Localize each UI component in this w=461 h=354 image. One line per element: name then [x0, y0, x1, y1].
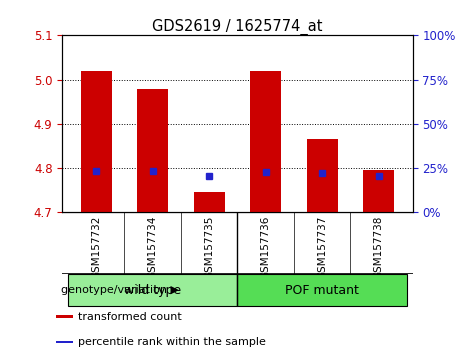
Text: genotype/variation ▶: genotype/variation ▶	[61, 285, 179, 295]
Text: GSM157738: GSM157738	[374, 216, 384, 279]
Text: POF mutant: POF mutant	[285, 284, 359, 297]
Text: GSM157734: GSM157734	[148, 216, 158, 279]
Text: percentile rank within the sample: percentile rank within the sample	[77, 337, 266, 347]
Bar	[194, 193, 225, 212]
FancyBboxPatch shape	[68, 274, 237, 306]
Bar	[250, 71, 281, 212]
Text: transformed count: transformed count	[77, 312, 181, 322]
Text: GSM157737: GSM157737	[317, 216, 327, 279]
Text: wild type: wild type	[124, 284, 181, 297]
Text: GSM157735: GSM157735	[204, 216, 214, 279]
Title: GDS2619 / 1625774_at: GDS2619 / 1625774_at	[152, 19, 323, 35]
Text: GSM157736: GSM157736	[260, 216, 271, 279]
Text: GSM157732: GSM157732	[91, 216, 101, 279]
Bar	[137, 88, 168, 212]
Bar	[56, 341, 73, 343]
Bar	[56, 315, 73, 318]
Bar	[81, 71, 112, 212]
Bar	[363, 170, 394, 212]
Bar	[307, 139, 338, 212]
FancyBboxPatch shape	[237, 274, 407, 306]
